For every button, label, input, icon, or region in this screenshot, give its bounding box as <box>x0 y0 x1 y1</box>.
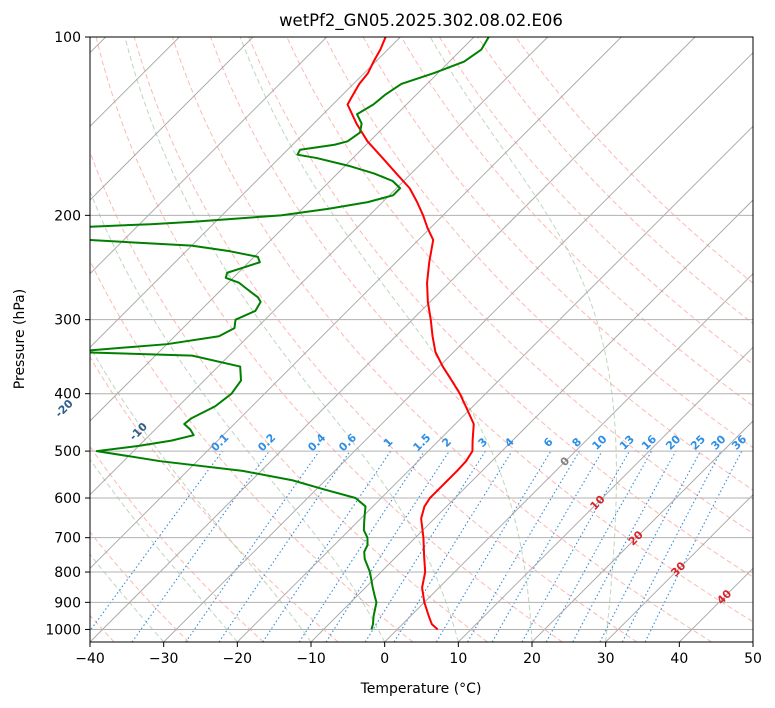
x-tick-label: 30 <box>597 651 615 667</box>
mixing-ratio-line <box>545 450 653 642</box>
isotherm-line <box>90 37 549 496</box>
isotherm-line <box>90 37 401 349</box>
x-tick-label: 0 <box>380 651 389 667</box>
plot-frame <box>89 36 754 643</box>
moist-adiabat-line <box>239 37 533 642</box>
isotherm-line <box>605 493 753 642</box>
y-axis-label: Pressure (hPa) <box>12 289 28 389</box>
y-tick-label: 500 <box>54 444 81 460</box>
mixing-ratio-line <box>90 450 223 632</box>
plot-area <box>90 37 753 642</box>
mixing-ratio-line <box>262 450 392 642</box>
temperature-profile <box>346 37 475 631</box>
dry-adiabat-line <box>90 150 488 642</box>
moist-adiabat-line <box>90 458 238 642</box>
moist-adiabat-line <box>429 37 617 642</box>
dry-adiabat-line <box>210 37 753 623</box>
isotherm-line <box>384 272 753 642</box>
x-tick-label: −10 <box>296 651 326 667</box>
mixing-ratio-line <box>185 450 320 642</box>
isotherm-line <box>90 37 328 275</box>
mixing-ratio-line <box>572 450 677 642</box>
y-tick-label: 300 <box>54 313 81 329</box>
y-tick-label: 1000 <box>45 622 81 638</box>
dry-adiabat-line <box>90 531 190 642</box>
x-tick-label: −40 <box>75 651 105 667</box>
mixing-ratio-line <box>325 450 450 642</box>
y-tick-label: 200 <box>54 208 81 224</box>
dry-adiabat-line <box>171 37 712 642</box>
dry-adiabat-line <box>95 37 563 642</box>
dry-adiabat-line <box>324 37 753 491</box>
isotherm-line <box>90 37 475 422</box>
isotherms <box>90 37 753 642</box>
x-axis: −40 −30 −20 −10 0 10 20 30 40 50 <box>75 642 762 667</box>
dry-adiabat-line <box>439 37 753 366</box>
dry-adiabat-line <box>400 37 753 407</box>
x-axis-label: Temperature (°C) <box>360 681 482 697</box>
x-tick-label: 40 <box>670 651 688 667</box>
x-tick-label: −20 <box>223 651 253 667</box>
dry-adiabat-line <box>515 37 753 284</box>
mixing-ratio-line <box>644 450 743 642</box>
mixing-ratio-line <box>298 450 425 642</box>
y-tick-label: 800 <box>54 565 81 581</box>
isotherm-line <box>531 420 753 642</box>
dewpoint-profile <box>90 37 490 630</box>
dry-adiabat-line <box>133 37 638 642</box>
pressure-gridlines <box>90 37 753 630</box>
dry-adiabat-line <box>90 445 264 642</box>
x-tick-label: −30 <box>149 651 179 667</box>
chart-title: wetPf2_GN05.2025.302.08.02.E06 <box>279 11 563 31</box>
isotherm-line <box>457 346 753 642</box>
x-tick-label: 50 <box>744 651 762 667</box>
y-axis: 100 200 300 400 500 600 700 800 900 1000 <box>45 30 90 638</box>
y-tick-label: 700 <box>54 531 81 547</box>
moist-adiabat-line <box>90 189 386 642</box>
isotherm-line <box>90 37 696 642</box>
y-tick-label: 900 <box>54 595 81 611</box>
sounding-profiles <box>90 37 490 631</box>
x-tick-label: 10 <box>449 651 467 667</box>
isotherm-line <box>90 37 254 201</box>
isotherm-line <box>90 37 622 570</box>
dry-adiabat-line <box>248 37 753 578</box>
isotherm-line <box>163 51 753 642</box>
mixing-ratio-line <box>393 450 513 642</box>
mixing-ratio-lines <box>90 450 743 642</box>
mixing-ratio-line <box>218 450 351 642</box>
isotherm-line <box>236 125 753 642</box>
isotherm-line <box>310 199 753 642</box>
y-tick-label: 100 <box>54 30 81 46</box>
mixing-ratio-line <box>521 450 630 642</box>
y-tick-label: 600 <box>54 491 81 507</box>
y-tick-label: 400 <box>54 387 81 403</box>
dry-adiabat-line <box>90 356 339 642</box>
mixing-ratio-line <box>131 450 270 642</box>
x-tick-label: 20 <box>523 651 541 667</box>
